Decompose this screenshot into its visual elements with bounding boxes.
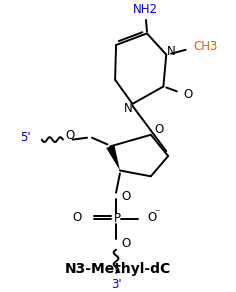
Text: O: O — [147, 211, 156, 224]
Text: ⁻: ⁻ — [155, 208, 160, 218]
Text: N: N — [167, 45, 176, 58]
Text: 3': 3' — [111, 278, 121, 291]
Text: O: O — [122, 237, 131, 250]
Text: O: O — [184, 88, 193, 101]
Text: CH3: CH3 — [193, 40, 218, 53]
Text: NH2: NH2 — [133, 3, 158, 16]
Polygon shape — [106, 145, 120, 171]
Text: O: O — [65, 129, 74, 142]
Text: P: P — [114, 212, 121, 225]
Text: 5': 5' — [20, 131, 31, 144]
Text: O: O — [122, 190, 131, 203]
Text: N3-Methyl-dC: N3-Methyl-dC — [65, 262, 171, 276]
Text: O: O — [72, 211, 81, 224]
Text: O: O — [154, 124, 163, 136]
Text: N: N — [124, 102, 133, 115]
